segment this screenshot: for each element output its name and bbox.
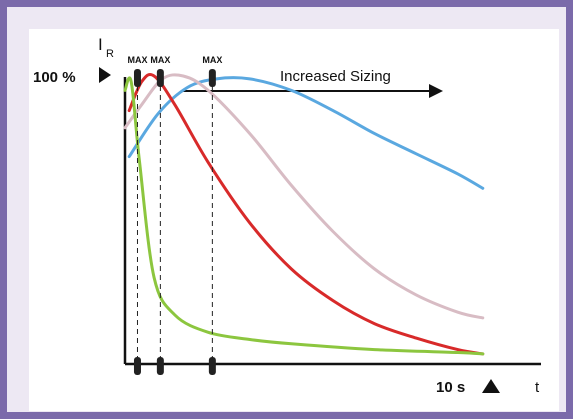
y-axis-label: I: [98, 35, 103, 54]
y-axis-label-subscript: R: [106, 48, 114, 60]
max-label: MAX: [127, 55, 147, 65]
max-label: MAX: [202, 55, 222, 65]
max-axis-marker: [133, 357, 141, 375]
series-line-2: [127, 72, 485, 356]
series-line-4: [127, 76, 485, 190]
max-axis-marker: [156, 357, 164, 375]
x-axis-label: t: [535, 379, 540, 396]
y-marker-label: 100 %: [33, 69, 76, 86]
series-line-1: [123, 76, 485, 356]
x-marker-label: 10 s: [436, 379, 465, 396]
plot-area: I R 100 % 10 s t Increased Sizing MAX MAX…: [29, 29, 559, 411]
y-marker-arrow: [99, 67, 111, 83]
chart-svg: I R 100 % 10 s t Increased Sizing MAX MAX…: [33, 35, 541, 396]
max-top-marker: [133, 69, 141, 87]
max-axis-marker: [208, 357, 216, 375]
max-top-marker: [208, 69, 216, 87]
increased-sizing-arrow-head: [429, 84, 443, 98]
max-top-marker: [156, 69, 164, 87]
x-marker-arrow: [482, 379, 500, 393]
increased-sizing-label: Increased Sizing: [280, 68, 391, 85]
max-label: MAX: [150, 55, 170, 65]
chart-frame: I R 100 % 10 s t Increased Sizing MAX MAX…: [7, 7, 566, 412]
